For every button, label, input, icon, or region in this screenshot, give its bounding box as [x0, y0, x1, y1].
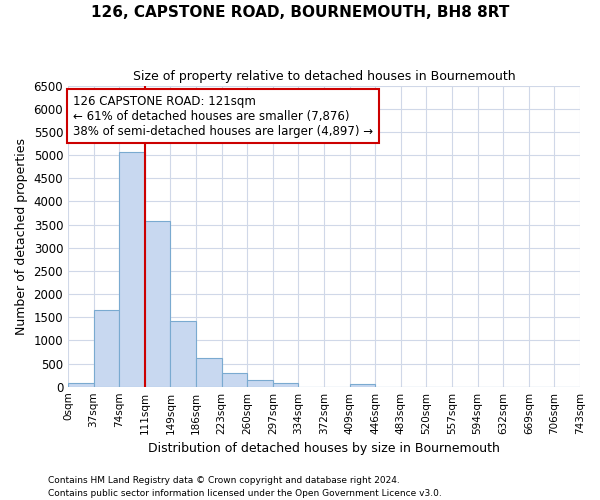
Text: 126 CAPSTONE ROAD: 121sqm
← 61% of detached houses are smaller (7,876)
38% of se: 126 CAPSTONE ROAD: 121sqm ← 61% of detac… — [73, 94, 373, 138]
Text: 126, CAPSTONE ROAD, BOURNEMOUTH, BH8 8RT: 126, CAPSTONE ROAD, BOURNEMOUTH, BH8 8RT — [91, 5, 509, 20]
Bar — [196, 358, 221, 386]
Bar — [350, 384, 375, 386]
Bar — [68, 383, 94, 386]
X-axis label: Distribution of detached houses by size in Bournemouth: Distribution of detached houses by size … — [148, 442, 500, 455]
Bar — [221, 373, 247, 386]
Bar — [145, 221, 170, 386]
Bar — [94, 310, 119, 386]
Bar — [119, 152, 145, 386]
Title: Size of property relative to detached houses in Bournemouth: Size of property relative to detached ho… — [133, 70, 515, 83]
Bar — [170, 321, 196, 386]
Y-axis label: Number of detached properties: Number of detached properties — [15, 138, 28, 334]
Bar — [273, 384, 298, 386]
Bar — [247, 380, 273, 386]
Text: Contains HM Land Registry data © Crown copyright and database right 2024.
Contai: Contains HM Land Registry data © Crown c… — [48, 476, 442, 498]
